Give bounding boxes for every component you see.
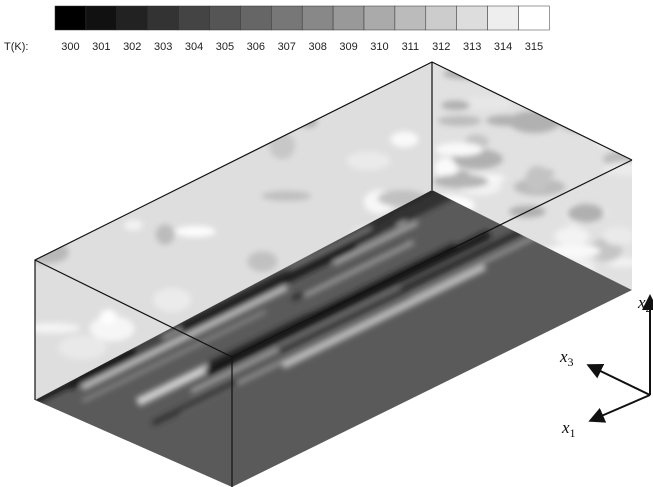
axis-label-sub: 1: [570, 426, 576, 440]
colorbar-swatch: [519, 6, 550, 30]
colorbar-tick-label: 307: [278, 41, 296, 53]
axis-label-sub: 3: [568, 355, 574, 369]
colorbar-swatch: [148, 6, 179, 30]
colorbar-swatch: [457, 6, 488, 30]
colorbar-tick-label: 302: [123, 41, 141, 53]
colorbar-tick-label: 310: [370, 41, 388, 53]
colorbar-swatch: [333, 6, 364, 30]
colorbar-tick-label: 311: [402, 41, 420, 53]
colorbar-swatch: [271, 6, 302, 30]
colorbar-tick-label: 312: [432, 41, 450, 53]
colorbar-tick-label: 315: [525, 41, 543, 53]
colorbar-swatch: [426, 6, 457, 30]
colorbar-swatch: [117, 6, 148, 30]
colorbar-label: T(K):: [4, 41, 28, 53]
colorbar-swatch: [210, 6, 241, 30]
colorbar-swatch: [302, 6, 333, 30]
colorbar-swatch: [488, 6, 519, 30]
axis-glyph: [590, 298, 650, 420]
colorbar-tick-label: 300: [61, 41, 79, 53]
colorbar-tick-label: 313: [463, 41, 481, 53]
colorbar-tick-label: 308: [308, 41, 326, 53]
colorbar-tick-label: 303: [154, 41, 172, 53]
colorbar-tick-label: 314: [494, 41, 512, 53]
colorbar-swatch: [364, 6, 395, 30]
colorbar-swatch: [179, 6, 210, 30]
colorbar: 300 301 302 303 304 305 306 307 308 309 310 311 312 3…: [4, 6, 549, 53]
axis-label-sub: 2: [646, 301, 652, 315]
colorbar-swatch: [395, 6, 426, 30]
figure: 3003013023033043053063073083093103113123…: [0, 0, 653, 487]
colorbar-tick-label: 306: [247, 41, 265, 53]
axis-label: x3: [559, 347, 574, 369]
axis-label: x2: [637, 293, 652, 315]
colorbar-swatch: [55, 6, 86, 30]
colorbar-tick-label: 304: [185, 41, 203, 53]
colorbar-swatch: [240, 6, 271, 30]
colorbar-tick-label: 305: [216, 41, 234, 53]
colorbar-tick-label: 301: [92, 41, 110, 53]
colorbar-swatch: [86, 6, 117, 30]
colorbar-tick-label: 309: [339, 41, 357, 53]
axis-label: x1: [561, 418, 576, 440]
